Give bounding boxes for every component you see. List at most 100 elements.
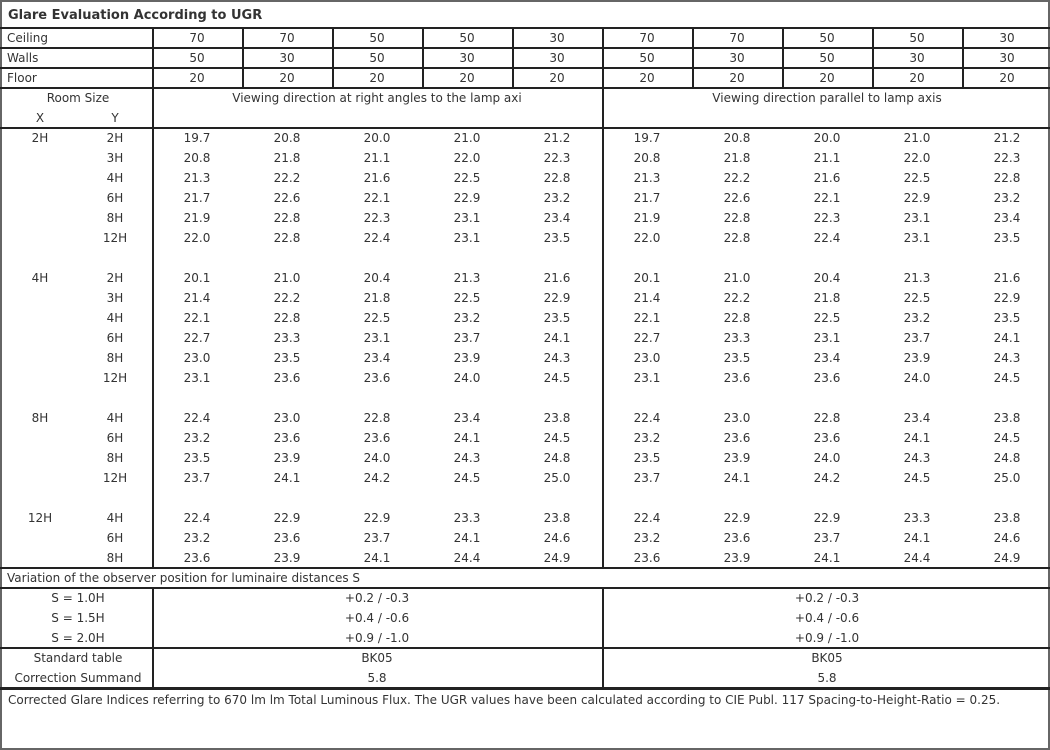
- ugr-value: 23.3: [903, 511, 931, 525]
- room-y-value: 8H: [106, 451, 124, 465]
- ugr-value: 24.6: [543, 531, 571, 545]
- ugr-value: 22.7: [633, 331, 661, 345]
- ugr-value: 24.6: [993, 531, 1021, 545]
- ugr-value: 22.2: [273, 171, 301, 185]
- footnote-divider: [0, 687, 1050, 690]
- ugr-value: 23.1: [183, 371, 211, 385]
- ugr-value: 24.3: [543, 351, 571, 365]
- variation-perpendicular: +0.4 / -0.6: [344, 611, 410, 625]
- ugr-value: 21.6: [813, 171, 841, 185]
- reflectance-value: 50: [369, 31, 385, 45]
- ugr-value: 23.3: [723, 331, 751, 345]
- ugr-value: 23.2: [183, 431, 211, 445]
- ugr-value: 23.5: [633, 451, 661, 465]
- ugr-value: 20.4: [813, 271, 841, 285]
- ugr-value: 22.4: [633, 411, 661, 425]
- ugr-value: 24.5: [453, 471, 481, 485]
- reflectance-value: 20: [729, 71, 745, 85]
- ugr-value: 23.1: [903, 211, 931, 225]
- ugr-value: 24.9: [993, 551, 1021, 565]
- ugr-value: 19.7: [633, 131, 661, 145]
- standard-parallel: 5.8: [817, 671, 837, 685]
- ugr-value: 23.3: [273, 331, 301, 345]
- ugr-value: 20.4: [363, 271, 391, 285]
- reflectance-value: 30: [459, 51, 475, 65]
- room-y-value: 2H: [106, 271, 124, 285]
- ugr-value: 23.9: [723, 551, 751, 565]
- ugr-value: 23.5: [543, 231, 571, 245]
- ugr-value: 24.1: [453, 431, 481, 445]
- ugr-value: 22.8: [723, 211, 751, 225]
- room-y-value: 3H: [106, 291, 124, 305]
- ugr-value: 22.3: [993, 151, 1021, 165]
- ugr-value: 21.3: [903, 271, 931, 285]
- ugr-value: 21.9: [633, 211, 661, 225]
- ugr-value: 21.0: [453, 131, 481, 145]
- ugr-value: 24.1: [543, 331, 571, 345]
- ugr-value: 22.5: [903, 291, 931, 305]
- reflectance-value: 20: [189, 71, 205, 85]
- variation-label: S = 1.0H: [51, 591, 105, 605]
- ugr-value: 20.1: [633, 271, 661, 285]
- ugr-value: 24.1: [903, 431, 931, 445]
- reflectance-value: 50: [369, 51, 385, 65]
- variation-header-divider: [0, 587, 1050, 589]
- ugr-value: 22.9: [363, 511, 391, 525]
- room-y-value: 6H: [106, 191, 124, 205]
- ugr-value: 22.0: [183, 231, 211, 245]
- ugr-value: 23.0: [183, 351, 211, 365]
- ugr-value: 22.1: [183, 311, 211, 325]
- row-divider: [0, 87, 1050, 89]
- room-y-value: 6H: [106, 331, 124, 345]
- ugr-value: 23.6: [273, 431, 301, 445]
- ugr-value: 21.1: [813, 151, 841, 165]
- ugr-value: 23.9: [273, 451, 301, 465]
- ugr-value: 23.3: [453, 511, 481, 525]
- ugr-value: 21.3: [453, 271, 481, 285]
- ugr-value: 23.7: [183, 471, 211, 485]
- ugr-value: 22.4: [813, 231, 841, 245]
- ugr-value: 21.8: [813, 291, 841, 305]
- ugr-value: 22.6: [273, 191, 301, 205]
- room-y-value: 4H: [106, 171, 124, 185]
- ugr-value: 22.5: [453, 291, 481, 305]
- ugr-value: 22.7: [183, 331, 211, 345]
- reflectance-value: 20: [909, 71, 925, 85]
- ugr-value: 22.9: [273, 511, 301, 525]
- column-divider: [602, 88, 604, 568]
- column-divider: [512, 27, 514, 89]
- reflectance-value: 50: [189, 51, 205, 65]
- ugr-value: 20.0: [813, 131, 841, 145]
- ugr-value: 21.4: [633, 291, 661, 305]
- column-divider: [692, 27, 694, 89]
- ugr-value: 21.0: [273, 271, 301, 285]
- column-divider: [602, 27, 604, 89]
- column-divider: [962, 27, 964, 89]
- ugr-value: 20.8: [723, 131, 751, 145]
- ugr-value: 24.9: [543, 551, 571, 565]
- ugr-value: 23.6: [813, 431, 841, 445]
- ugr-value: 19.7: [183, 131, 211, 145]
- ugr-value: 23.1: [363, 331, 391, 345]
- reflectance-value: 50: [819, 51, 835, 65]
- column-divider: [152, 588, 154, 688]
- column-divider: [242, 27, 244, 89]
- ugr-value: 23.8: [993, 511, 1021, 525]
- ugr-value: 23.2: [453, 311, 481, 325]
- ugr-value: 23.4: [363, 351, 391, 365]
- ugr-value: 22.8: [723, 311, 751, 325]
- ugr-value: 23.4: [993, 211, 1021, 225]
- variation-label: S = 2.0H: [51, 631, 105, 645]
- ugr-value: 24.1: [813, 551, 841, 565]
- room-size-y-label: Y: [111, 111, 119, 125]
- room-y-value: 8H: [106, 351, 124, 365]
- ugr-value: 22.8: [273, 231, 301, 245]
- room-y-value: 8H: [106, 551, 124, 565]
- ugr-value: 24.8: [543, 451, 571, 465]
- variation-divider: [0, 567, 1050, 569]
- standard-perpendicular: 5.8: [367, 671, 387, 685]
- ugr-value: 23.0: [273, 411, 301, 425]
- header-divider: [0, 127, 1050, 129]
- ugr-value: 21.1: [363, 151, 391, 165]
- ugr-value: 24.1: [273, 471, 301, 485]
